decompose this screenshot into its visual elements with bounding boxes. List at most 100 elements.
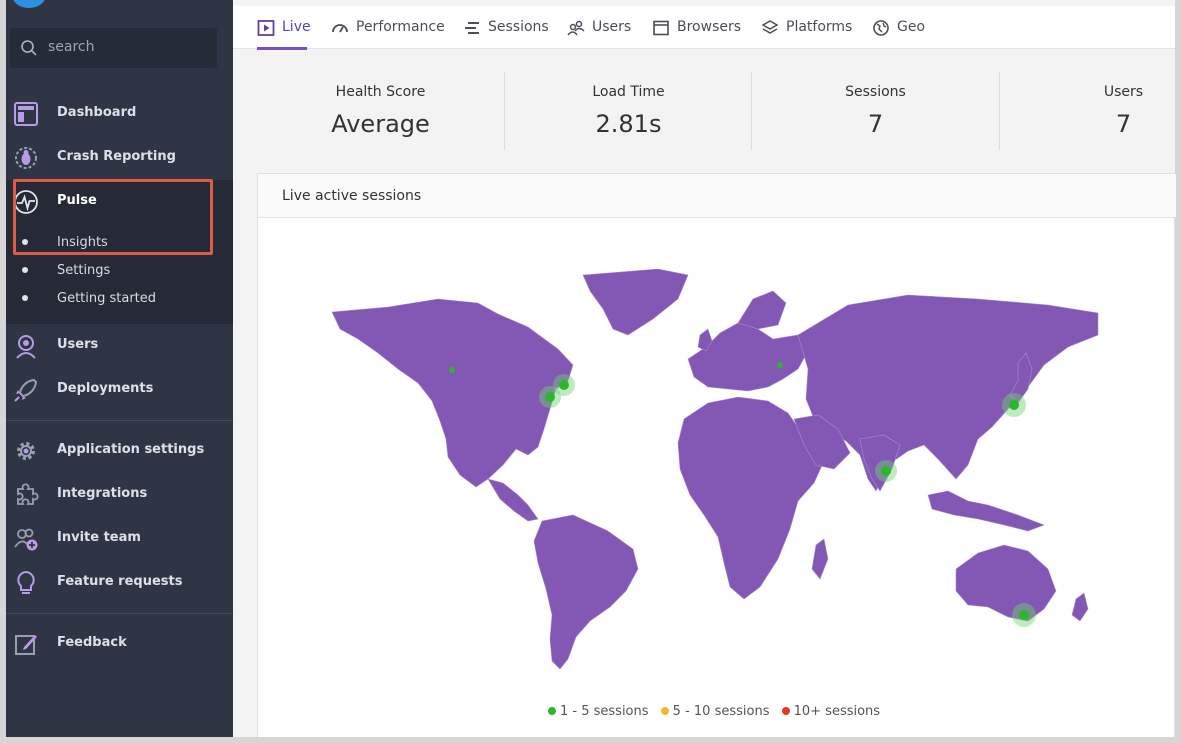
map-japan	[1009, 352, 1033, 404]
legend-item: 5 - 10 sessions	[660, 704, 774, 719]
sidebar-item-label: Feature requests	[57, 574, 183, 589]
search-icon	[21, 40, 37, 56]
sidebar-subitem-getting-started[interactable]: Getting started	[6, 286, 233, 310]
map-central-america	[487, 478, 539, 522]
sidebar-item-label: Integrations	[57, 486, 148, 501]
legend-dot-yellow	[660, 707, 669, 715]
edit-icon	[15, 635, 37, 655]
tab-users[interactable]: Users	[567, 6, 632, 49]
legend-label: 5 - 10 sessions	[672, 704, 770, 719]
world-map[interactable]	[328, 269, 1108, 679]
tab-label: Geo	[897, 19, 926, 35]
sidebar-item-label: Invite team	[57, 530, 141, 545]
stat-label: Sessions	[845, 84, 906, 100]
bug-icon	[15, 147, 37, 169]
sidebar-item-dashboard[interactable]: Dashboard	[6, 94, 233, 134]
globe-icon	[873, 20, 889, 36]
sidebar-item-application-settings[interactable]: Application settings	[6, 431, 233, 471]
dashboard-icon	[14, 102, 38, 126]
legend-item: 1 - 5 sessions	[548, 704, 653, 719]
map-asia	[797, 294, 1099, 492]
map-europe	[687, 322, 809, 392]
stat-sessions: Sessions 7	[752, 72, 999, 150]
sidebar-item-label: Dashboard	[57, 105, 137, 120]
pulse-icon	[14, 190, 38, 214]
map-legend: 1 - 5 sessions 5 - 10 sessions 10+ sessi…	[548, 704, 888, 719]
sidebar-item-integrations[interactable]: Integrations	[6, 475, 233, 515]
layers-icon	[761, 20, 779, 34]
map-africa	[677, 396, 825, 600]
rocket-icon	[14, 378, 38, 402]
sidebar-divider	[6, 613, 233, 614]
tab-platforms[interactable]: Platforms	[761, 6, 856, 49]
legend-item: 10+ sessions	[781, 704, 880, 719]
stat-divider	[504, 72, 505, 150]
map-southeast-asia	[927, 490, 1045, 532]
sidebar-item-label: Application settings	[57, 442, 205, 457]
stat-load-time: Load Time 2.81s	[505, 72, 752, 150]
browser-window-icon	[653, 20, 669, 36]
session-markers	[449, 362, 1036, 627]
stat-value: Average	[331, 110, 430, 138]
window-frame-right	[1175, 0, 1181, 743]
stat-label: Users	[1103, 84, 1144, 100]
live-sessions-panel: Live active sessions	[257, 173, 1176, 743]
search-placeholder[interactable]: search	[48, 39, 95, 55]
map-arabia	[793, 414, 851, 470]
stat-value: 7	[1115, 110, 1132, 138]
sidebar-subitem-insights[interactable]: Insights	[6, 230, 233, 254]
stat-value: 7	[867, 110, 884, 138]
map-greenland	[582, 269, 689, 336]
legend-dot-green	[548, 707, 556, 715]
brand-logo[interactable]	[12, 0, 46, 8]
stats-row: Health Score Average Load Time 2.81s Ses…	[257, 72, 1175, 152]
tab-sessions[interactable]: Sessions	[463, 6, 549, 49]
sidebar-subitem-label: Getting started	[57, 291, 157, 306]
sidebar-item-deployments[interactable]: Deployments	[6, 370, 233, 410]
sidebar-item-feature-requests[interactable]: Feature requests	[6, 563, 233, 603]
tab-label: Performance	[356, 19, 445, 35]
active-tab-indicator	[257, 47, 307, 50]
sidebar-item-users[interactable]: Users	[6, 326, 233, 366]
tab-live[interactable]: Live	[257, 6, 311, 50]
search-box[interactable]: search	[10, 28, 217, 68]
map-madagascar	[811, 538, 829, 580]
tab-label: Sessions	[488, 19, 549, 35]
users-icon	[16, 335, 36, 359]
map-uk	[697, 328, 713, 352]
stat-users: Users 7	[1000, 72, 1181, 150]
invite-team-icon	[14, 528, 38, 551]
bullet-icon	[22, 239, 28, 245]
tab-label: Users	[592, 19, 632, 35]
sidebar-item-label: Pulse	[57, 193, 97, 208]
window-frame-left	[0, 0, 6, 743]
legend-dot-red	[781, 707, 790, 715]
tab-label: Platforms	[786, 19, 853, 35]
tab-label: Browsers	[677, 19, 742, 35]
stat-label: Health Score	[335, 84, 426, 100]
tab-performance[interactable]: Performance	[331, 6, 445, 49]
stat-value: 2.81s	[595, 110, 662, 138]
sidebar-subitem-label: Settings	[57, 263, 111, 278]
sidebar-item-invite-team[interactable]: Invite team	[6, 519, 233, 559]
session-marker-europe	[777, 362, 783, 368]
sidebar-item-crash-reporting[interactable]: Crash Reporting	[6, 138, 233, 178]
sessions-icon	[465, 22, 479, 34]
window-frame-bottom	[0, 737, 1181, 743]
puzzle-icon	[17, 483, 39, 505]
tab-browsers[interactable]: Browsers	[652, 6, 742, 49]
legend-label: 1 - 5 sessions	[560, 704, 649, 719]
sidebar-item-feedback[interactable]: Feedback	[6, 624, 233, 664]
sidebar-item-pulse[interactable]: Pulse	[6, 182, 233, 222]
tab-geo[interactable]: Geo	[872, 6, 927, 49]
map-south-america	[533, 514, 639, 670]
users-icon	[567, 20, 585, 36]
sidebar: search Dashboard Crash Reporting Pulse I…	[6, 0, 233, 737]
map-north-america	[331, 298, 574, 488]
map-new-zealand	[1071, 592, 1089, 622]
sidebar-subitem-settings[interactable]: Settings	[6, 258, 233, 282]
lightbulb-icon	[17, 570, 35, 594]
gauge-icon	[332, 24, 348, 33]
sidebar-divider	[6, 420, 233, 421]
map-australia	[955, 544, 1057, 622]
